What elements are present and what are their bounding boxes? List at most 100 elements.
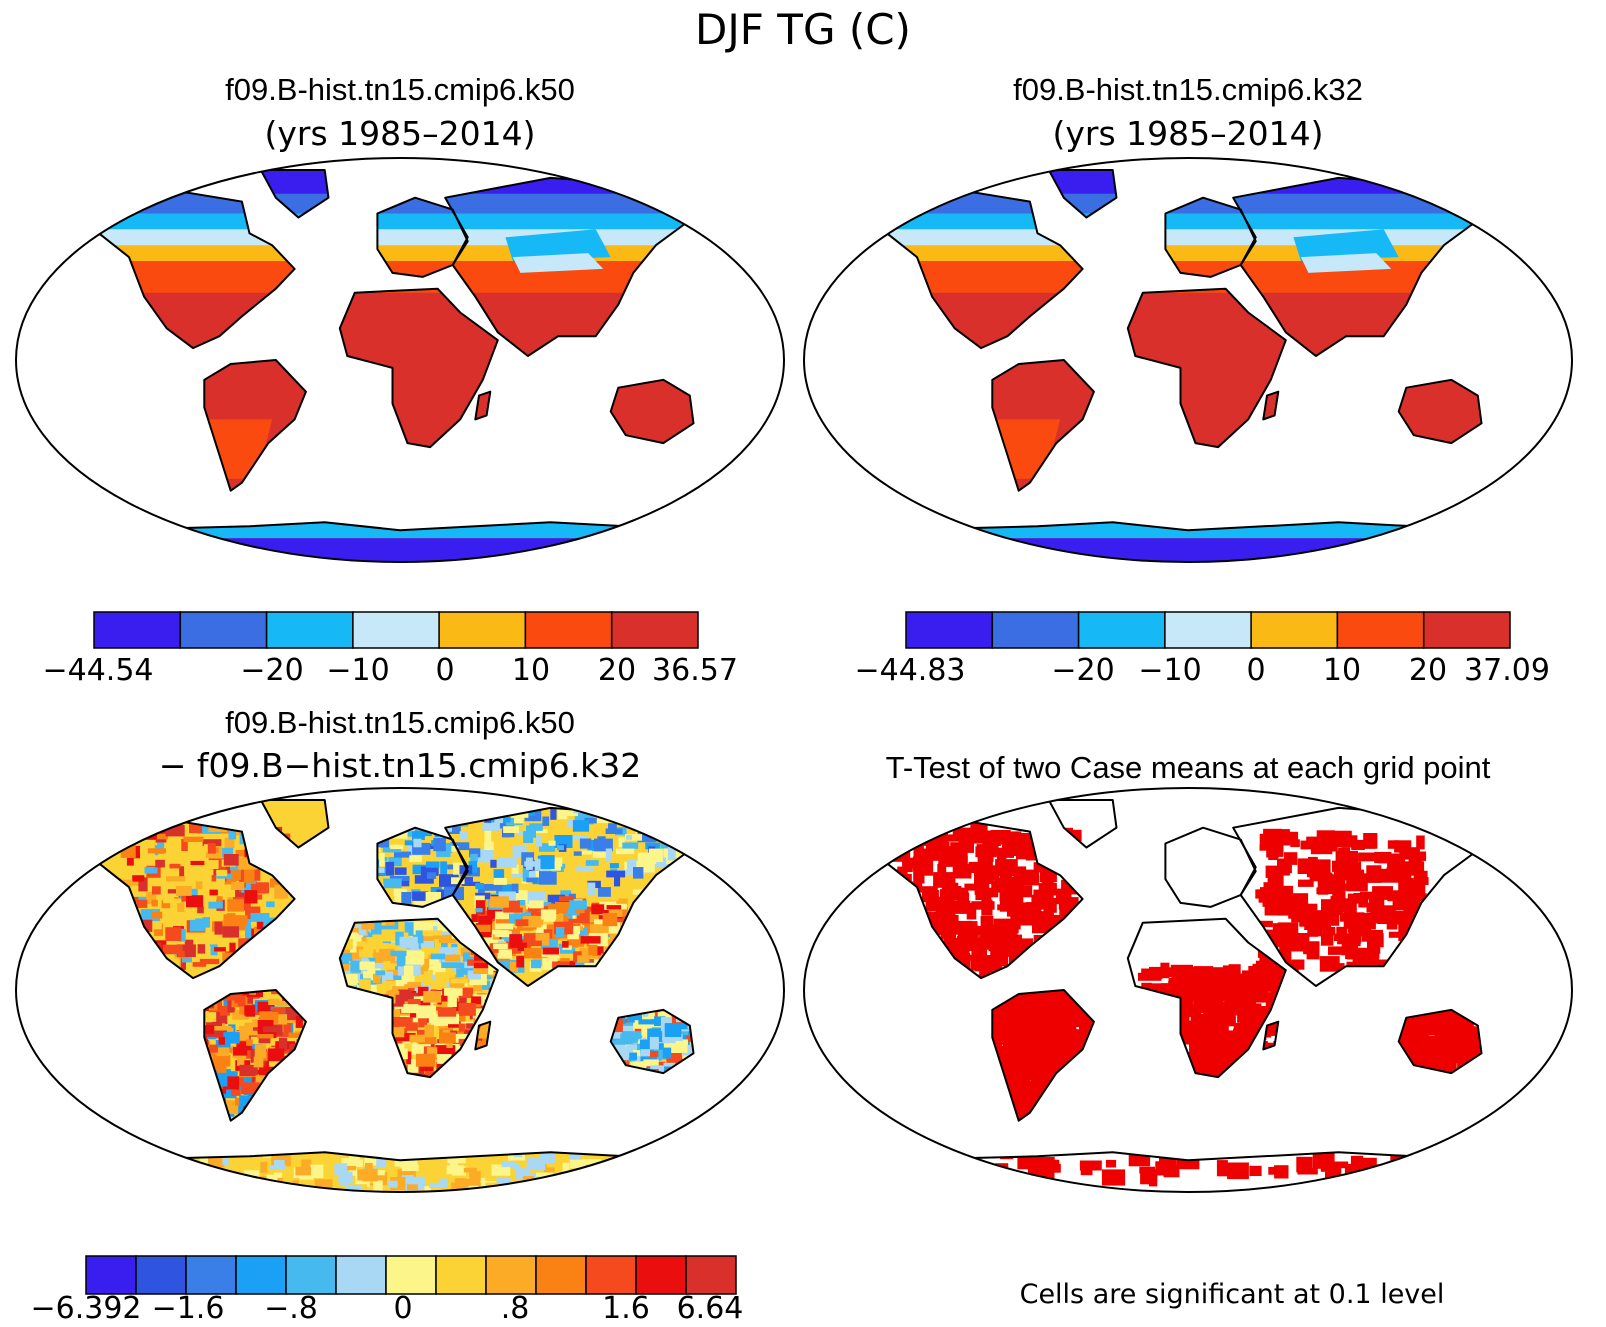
coastlines (840, 169, 1536, 562)
coastline-northAmerica (97, 190, 296, 350)
colorbar-k32-label-0: −44.83 (854, 653, 965, 688)
colorbar-k50-label-2: −10 (326, 653, 389, 688)
coastline-madagascar (474, 390, 492, 421)
coastline-greenland (259, 799, 330, 849)
map-diff (52, 799, 748, 1192)
map-boundary (803, 787, 1573, 1193)
coastline-madagascar (474, 1020, 492, 1051)
coastline-africa (1126, 287, 1287, 449)
coastline-southAmerica (203, 359, 307, 492)
colorbar-k32-label-5: 20 (1409, 653, 1447, 688)
colorbar-diff-swatch-0 (85, 1255, 137, 1295)
map-boundary (15, 787, 785, 1193)
colorbar-diff-swatch-11 (635, 1255, 687, 1295)
coastline-southAmerica (991, 989, 1095, 1122)
coastline-antarctica (52, 521, 748, 562)
coastline-northAmerica (885, 820, 1084, 980)
panel-title: f09.B-hist.tn15.cmip6.k50 (225, 72, 575, 107)
colorbar-diff-swatch-5 (335, 1255, 387, 1295)
colorbar-k50: −44.54 −20 −10 0 10 20 36.57 (42, 611, 738, 688)
land-field (53, 170, 747, 562)
colorbar-k32-label-1: −20 (1051, 653, 1114, 688)
panel-diff: f09.B-hist.tn15.cmip6.k50 − f09.B−hist.t… (15, 705, 785, 1326)
land-field (884, 823, 1499, 1187)
colorbar-k32-swatch-2 (1077, 611, 1166, 649)
colorbar-k32-label-4: 10 (1323, 653, 1361, 688)
colorbar-diff-label-2: −.8 (264, 1291, 318, 1326)
panel-ttest: T-Test of two Case means at each grid po… (803, 750, 1573, 1310)
colorbar-diff-swatch-12 (685, 1255, 737, 1295)
figure-title: DJF TG (C) (695, 5, 911, 54)
coastline-australia (1397, 378, 1483, 445)
colorbar-k50-swatch-0 (93, 611, 182, 649)
colorbar-diff-swatch-10 (585, 1255, 637, 1295)
coastline-australia (1397, 1008, 1483, 1075)
map-ttest (840, 799, 1536, 1192)
colorbar-diff-label-4: .8 (501, 1291, 530, 1326)
colorbar-k50-swatch-6 (610, 611, 699, 649)
colorbar-diff-label-6: 6.64 (677, 1291, 744, 1326)
colorbar-diff: −6.392 −1.6 −.8 0 .8 1.6 6.64 (30, 1255, 744, 1326)
colorbar-diff-swatch-6 (385, 1255, 437, 1295)
coastline-africa (338, 917, 499, 1079)
colorbar-diff-label-0: −6.392 (30, 1291, 141, 1326)
colorbar-k50-label-6: 36.57 (652, 653, 738, 688)
panel-subtitle: − f09.B−hist.tn15.cmip6.k32 (159, 746, 642, 785)
colorbar-diff-label-5: 1.6 (602, 1291, 650, 1326)
colorbar-k32-swatch-6 (1422, 611, 1511, 649)
colorbar-k50-label-4: 10 (512, 653, 550, 688)
panel-title: f09.B-hist.tn15.cmip6.k32 (1013, 72, 1363, 107)
colorbar-k50-label-5: 20 (598, 653, 636, 688)
coastline-australia (609, 1008, 695, 1075)
colorbar-k50-swatch-1 (179, 611, 268, 649)
coastline-greenland (1047, 799, 1118, 849)
colorbar-k32-swatch-5 (1336, 611, 1425, 649)
colorbar-k50-swatch-2 (265, 611, 354, 649)
colorbar-diff-label-3: 0 (393, 1291, 412, 1326)
coastline-northAmerica (885, 190, 1084, 350)
panel-subtitle: (yrs 1985–2014) (1053, 114, 1324, 153)
coastline-africa (338, 287, 499, 449)
colorbar-k32-label-2: −10 (1138, 653, 1201, 688)
colorbar-k32-swatch-3 (1164, 611, 1252, 649)
coastline-antarctica (52, 1151, 748, 1192)
colorbar-k32-label-6: 37.09 (1464, 653, 1550, 688)
coastline-madagascar (1262, 1020, 1280, 1051)
colorbar-diff-swatch-2 (185, 1255, 237, 1295)
coastline-southAmerica (991, 359, 1095, 492)
coastline-antarctica (840, 1151, 1536, 1192)
colorbar-diff-swatch-3 (235, 1255, 287, 1295)
panel-subtitle: (yrs 1985–2014) (265, 114, 536, 153)
land-field (841, 170, 1535, 562)
coastline-australia (609, 378, 695, 445)
coastline-antarctica (840, 521, 1536, 562)
colorbar-diff-swatch-7 (435, 1255, 487, 1295)
colorbar-k50-swatch-4 (438, 611, 527, 649)
colorbar-k32-label-3: 0 (1246, 653, 1265, 688)
colorbar-k50-label-3: 0 (435, 653, 454, 688)
colorbar-k32: −44.83 −20 −10 0 10 20 37.09 (854, 611, 1550, 688)
coastline-africa (1126, 917, 1287, 1079)
coastline-southAmerica (203, 989, 307, 1122)
colorbar-diff-swatch-8 (485, 1255, 537, 1295)
colorbar-diff-swatch-9 (535, 1255, 587, 1295)
colorbar-k32-swatch-4 (1250, 611, 1339, 649)
coastline-greenland (259, 169, 330, 219)
map-k32 (840, 169, 1536, 562)
map-k50 (52, 169, 748, 562)
colorbar-k50-label-1: −20 (240, 653, 303, 688)
panel-title: f09.B-hist.tn15.cmip6.k50 (225, 705, 575, 740)
colorbar-k50-swatch-3 (352, 611, 440, 649)
coastline-europe (1164, 826, 1257, 908)
land-field (53, 800, 747, 1192)
map-boundary (803, 157, 1573, 563)
colorbar-diff-swatch-4 (285, 1255, 337, 1295)
map-boundary (15, 157, 785, 563)
colorbar-k32-swatch-0 (905, 611, 994, 649)
colorbar-k50-label-0: −44.54 (42, 653, 153, 688)
panel-k32: f09.B-hist.tn15.cmip6.k32 (yrs 1985–2014… (803, 72, 1573, 688)
coastline-greenland (1047, 169, 1118, 219)
significance-note: Cells are significant at 0.1 level (1020, 1279, 1445, 1310)
colorbar-diff-label-1: −1.6 (152, 1291, 225, 1326)
